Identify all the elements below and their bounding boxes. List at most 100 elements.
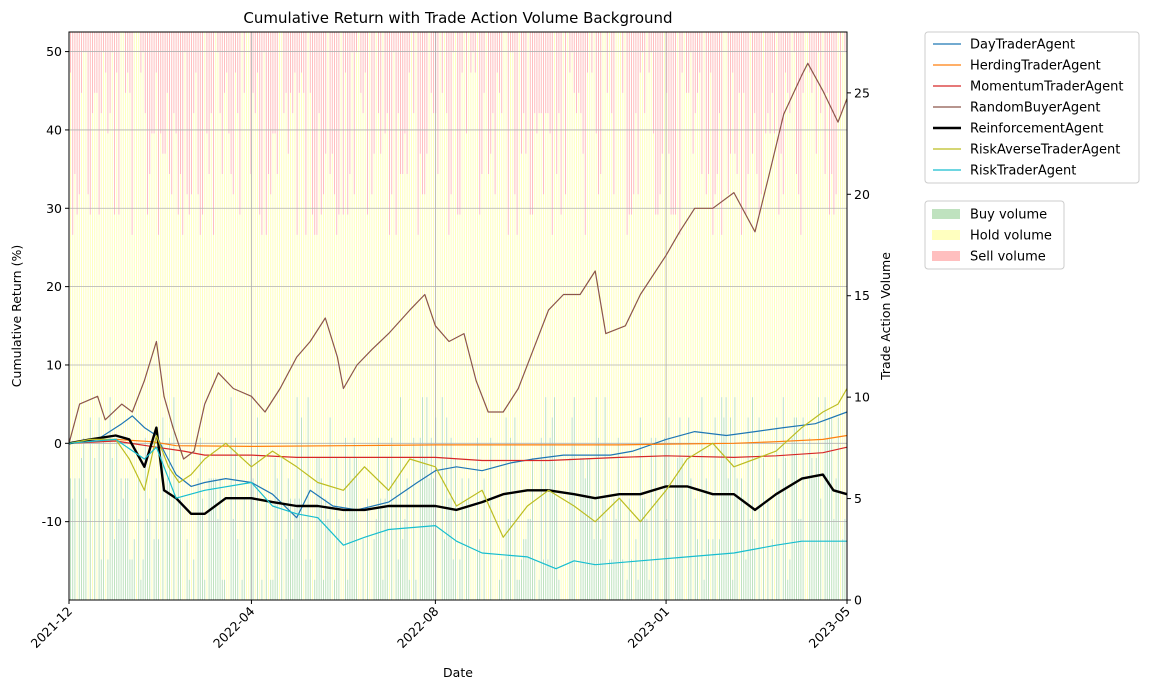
volume-bar xyxy=(452,52,454,560)
volume-bar xyxy=(455,32,456,458)
volume-bar xyxy=(283,113,285,600)
volume-bar xyxy=(571,417,573,600)
volume-bar xyxy=(235,437,236,600)
volume-bar xyxy=(281,458,283,600)
volume-bar xyxy=(837,32,839,418)
volume-bar xyxy=(690,478,692,600)
volume-bar xyxy=(736,174,738,479)
volume-bar xyxy=(177,32,179,215)
y2-tick-label: 15 xyxy=(854,288,870,303)
volume-bar xyxy=(140,579,142,600)
volume-bar xyxy=(800,518,802,600)
volume-bar xyxy=(719,113,720,540)
volume-bar xyxy=(725,32,727,398)
volume-bar xyxy=(118,518,120,600)
volume-bar xyxy=(208,478,210,600)
volume-bar xyxy=(243,498,245,600)
volume-bar xyxy=(835,32,837,195)
volume-bar xyxy=(703,32,705,580)
volume-bar xyxy=(573,32,575,93)
volume-bar xyxy=(142,52,144,560)
volume-bar xyxy=(540,32,542,114)
volume-bar xyxy=(406,32,408,174)
volume-bar xyxy=(133,539,135,600)
volume-bar xyxy=(811,92,813,459)
volume-bar xyxy=(276,32,278,174)
volume-bar xyxy=(323,194,324,580)
volume-bar xyxy=(265,32,267,235)
volume-bar xyxy=(70,478,71,600)
volume-bar xyxy=(778,214,780,479)
legend-label: RiskAverseTraderAgent xyxy=(970,143,1120,158)
volume-bar xyxy=(87,194,89,601)
volume-bar xyxy=(741,234,742,479)
volume-bar xyxy=(446,113,448,418)
volume-bar xyxy=(628,32,630,215)
volume-bar xyxy=(833,32,835,215)
series-line-MomentumTraderAgent xyxy=(68,440,848,462)
volume-bar xyxy=(74,32,76,174)
volume-bar xyxy=(373,539,375,600)
y2-axis-label: Trade Action Volume xyxy=(878,252,893,381)
volume-bar xyxy=(378,32,379,114)
volume-bar xyxy=(635,113,637,540)
volume-bar xyxy=(408,579,410,600)
volume-bar xyxy=(534,559,536,600)
volume-bar xyxy=(158,539,159,600)
volume-bar xyxy=(455,458,456,600)
volume-bar xyxy=(650,52,652,438)
volume-bar xyxy=(716,174,718,600)
volume-bar xyxy=(210,113,212,479)
volume-bar xyxy=(450,437,452,600)
volume-bar xyxy=(655,32,657,215)
series-line-RiskTraderAgent xyxy=(68,438,847,570)
volume-bar xyxy=(650,32,652,53)
volume-bar xyxy=(144,113,146,438)
volume-bar xyxy=(672,214,674,600)
volume-bar xyxy=(261,234,263,580)
volume-bar xyxy=(675,32,676,215)
volume-bar xyxy=(426,32,428,154)
volume-bar xyxy=(92,32,93,114)
volume-bar xyxy=(356,52,357,458)
volume-bar xyxy=(149,498,151,600)
volume-bar xyxy=(89,417,91,600)
volume-bar xyxy=(114,539,115,600)
volume-bar xyxy=(589,458,591,600)
volume-bar xyxy=(692,32,694,154)
volume-bar xyxy=(802,92,804,418)
volume-bar xyxy=(457,32,459,215)
volume-bar xyxy=(642,52,643,499)
volume-bar xyxy=(754,539,756,600)
volume-bar xyxy=(384,498,386,600)
volume-bar xyxy=(153,539,155,600)
volume-bar xyxy=(406,478,408,600)
volume-bar xyxy=(580,113,582,458)
volume-bar xyxy=(125,92,126,479)
volume-bar xyxy=(496,32,498,73)
volume-bar xyxy=(516,234,518,580)
volume-bar xyxy=(697,92,698,540)
volume-bar xyxy=(136,32,137,600)
volume-bar xyxy=(318,458,320,600)
volume-bar xyxy=(708,32,709,174)
volume-bar xyxy=(492,32,494,114)
volume-bar xyxy=(543,559,544,600)
y-tick-label: 0 xyxy=(54,436,62,451)
volume-bar xyxy=(461,32,463,73)
volume-bar xyxy=(345,437,346,600)
volume-bar xyxy=(576,32,577,114)
volume-bar xyxy=(107,133,109,560)
volume-bar xyxy=(72,234,74,499)
volume-bar xyxy=(270,579,272,600)
volume-bar xyxy=(666,32,668,93)
volume-bar xyxy=(525,32,527,154)
volume-bar xyxy=(402,32,404,174)
volume-bar xyxy=(191,32,192,195)
volume-bar xyxy=(417,32,419,235)
x-tick-label: 2022-04 xyxy=(210,603,258,651)
volume-bar xyxy=(415,579,417,600)
volume-bar xyxy=(232,518,234,600)
volume-bar xyxy=(318,113,320,458)
volume-bar xyxy=(184,52,186,601)
